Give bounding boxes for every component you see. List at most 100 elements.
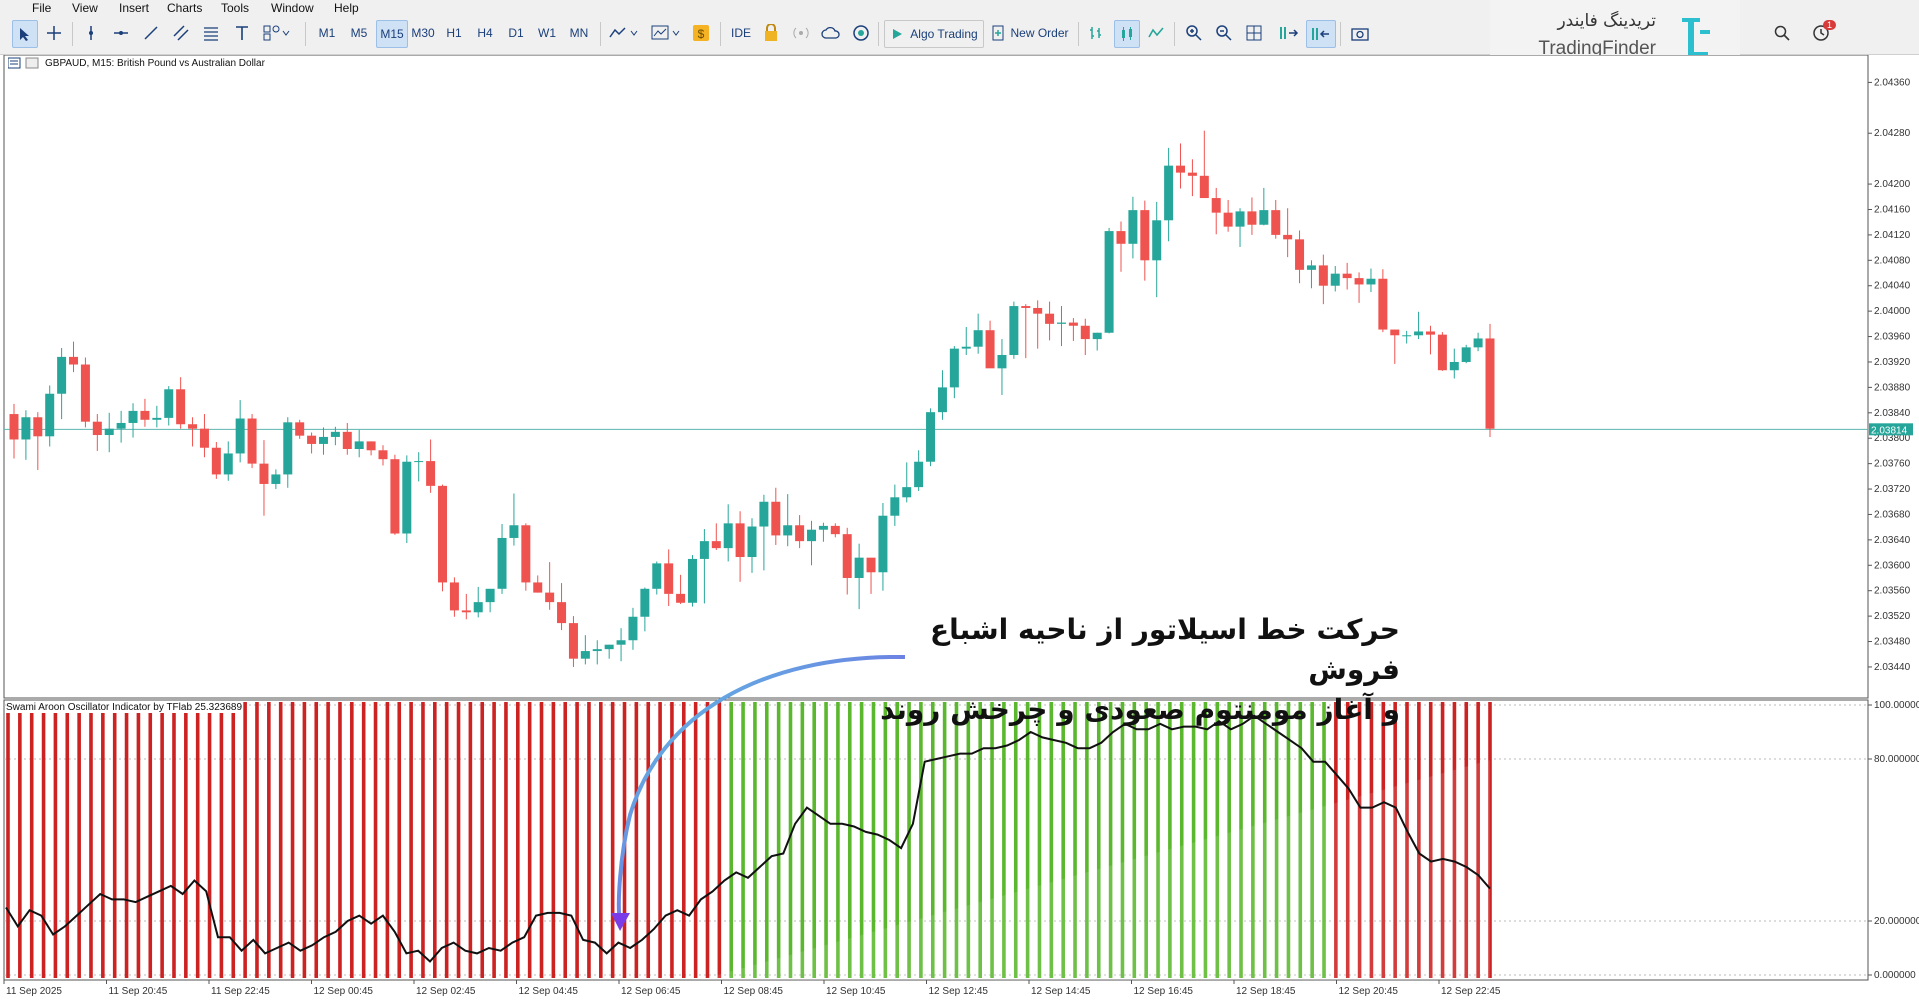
histogram-bar — [219, 702, 224, 978]
histogram-bar — [1381, 702, 1386, 978]
price-label: 2.03560 — [1874, 586, 1911, 597]
histogram-bar — [53, 702, 58, 978]
candle-body — [1092, 332, 1102, 340]
candle-body — [247, 418, 257, 464]
zoom-in-icon[interactable] — [1182, 20, 1206, 46]
trendline-icon[interactable] — [140, 20, 162, 46]
chart-shift-icon[interactable] — [1306, 20, 1336, 48]
histogram-bar — [1322, 702, 1326, 978]
chart-canvas[interactable]: 2.04360 2.04280 2.04200 2.04160 2.04120 2.040… — [0, 54, 1919, 997]
histogram-bar — [1013, 702, 1018, 978]
histogram-bar — [101, 702, 105, 978]
candle-body — [1306, 265, 1316, 270]
new-order-button[interactable]: New Order — [988, 20, 1072, 46]
candles-icon[interactable] — [1114, 20, 1140, 48]
candle-body — [69, 356, 79, 365]
price-label: 2.03880 — [1874, 382, 1911, 393]
menu-charts[interactable]: Charts — [167, 1, 203, 15]
candle-body — [497, 537, 507, 589]
timeframe-h1[interactable]: H1 — [446, 26, 462, 40]
timeframe-h4[interactable]: H4 — [477, 26, 493, 40]
candle-body — [735, 523, 745, 558]
histogram-bar — [1239, 702, 1243, 978]
annotation-line-1: حرکت خط اسیلاتور از ناحیه اشباع فروش — [930, 613, 1400, 686]
annotation-line-2: و آغاز مومنتوم صعودی و چرخش روند — [880, 693, 1400, 726]
algo-trading-button[interactable]: Algo Trading — [884, 20, 984, 48]
fibonacci-icon[interactable] — [200, 20, 222, 46]
candle-body — [771, 501, 781, 536]
candle-body — [1342, 273, 1352, 279]
histogram-bar — [89, 702, 93, 978]
timeframe-d1[interactable]: D1 — [508, 26, 524, 40]
shapes-icon[interactable] — [260, 20, 294, 46]
candle-body — [1223, 212, 1233, 227]
line-chart-icon[interactable] — [1144, 20, 1168, 46]
notification-badge: 1 — [1822, 20, 1836, 30]
candle-body — [1140, 210, 1150, 261]
candle-body — [973, 330, 983, 347]
timeframe-m30[interactable]: M30 — [411, 26, 435, 40]
channel-icon[interactable] — [170, 20, 192, 46]
histogram-bar — [468, 702, 473, 978]
menu-window[interactable]: Window — [271, 1, 314, 15]
cursor-icon[interactable] — [12, 20, 38, 48]
timeframe-m5[interactable]: M5 — [350, 26, 368, 40]
histogram-bar — [990, 702, 994, 978]
candle-body — [1068, 322, 1078, 326]
vertical-line-icon[interactable] — [80, 20, 102, 46]
menu-view[interactable]: View — [72, 1, 98, 15]
price-label: 2.03960 — [1874, 332, 1911, 343]
grid-icon[interactable] — [1242, 20, 1266, 46]
vps-icon[interactable] — [850, 20, 872, 46]
chart-window[interactable]: 2.04360 2.04280 2.04200 2.04160 2.04120 2.040… — [0, 54, 1919, 997]
timeframe-m1[interactable]: M1 — [318, 26, 336, 40]
lock-icon[interactable] — [760, 20, 782, 46]
histogram-bar — [516, 702, 520, 978]
chart-title: GBPAUD, M15: British Pound vs Australian… — [45, 58, 265, 69]
main-pane — [3, 54, 1869, 699]
menu-insert[interactable]: Insert — [119, 1, 150, 15]
menu-file[interactable]: File — [32, 1, 52, 15]
crosshair-icon[interactable] — [42, 20, 66, 46]
time-label: 12 Sep 02:45 — [416, 986, 476, 996]
menu-help[interactable]: Help — [334, 1, 359, 15]
histogram-bar — [492, 702, 496, 978]
candle-body — [140, 410, 150, 420]
dollar-icon[interactable]: $ — [690, 20, 712, 46]
timeframe-m15[interactable]: M15 — [376, 20, 408, 48]
histogram-bar — [753, 702, 757, 978]
timeframe-mn[interactable]: MN — [569, 26, 589, 40]
autoscroll-icon[interactable] — [1276, 20, 1302, 46]
zoom-out-icon[interactable] — [1212, 20, 1236, 46]
signal-icon[interactable] — [790, 20, 812, 46]
menu-tools[interactable]: Tools — [221, 1, 250, 15]
indicators-icon[interactable] — [606, 20, 642, 46]
tradingfinder-logo-icon — [1682, 18, 1710, 56]
histogram-bar — [1049, 702, 1054, 978]
histogram-bar — [1025, 702, 1030, 978]
histogram-bar — [195, 702, 200, 978]
bar-chart-icon[interactable] — [1084, 20, 1108, 46]
text-icon[interactable] — [232, 20, 252, 46]
alerts-icon[interactable]: 1 — [1806, 20, 1836, 46]
histogram-bar — [278, 702, 283, 978]
histogram-bar — [1144, 702, 1148, 978]
histogram-bar — [1227, 702, 1231, 978]
histogram-bar — [421, 702, 425, 978]
candle-body — [711, 541, 721, 549]
screenshot-icon[interactable] — [1348, 20, 1372, 46]
templates-icon[interactable] — [648, 20, 684, 46]
histogram-bar — [385, 702, 390, 978]
candle-body — [1259, 210, 1269, 225]
cloud-icon[interactable] — [820, 20, 842, 46]
candle-body — [1176, 165, 1186, 173]
histogram-bar — [1464, 702, 1469, 978]
candle-body — [283, 422, 293, 475]
ide-button[interactable]: IDE — [730, 26, 751, 40]
histogram-bar — [1108, 702, 1113, 978]
horizontal-line-icon[interactable] — [110, 20, 132, 46]
candle-body — [1104, 231, 1114, 333]
search-icon[interactable] — [1770, 20, 1794, 46]
time-label: 12 Sep 12:45 — [929, 986, 989, 996]
timeframe-w1[interactable]: W1 — [538, 26, 556, 40]
